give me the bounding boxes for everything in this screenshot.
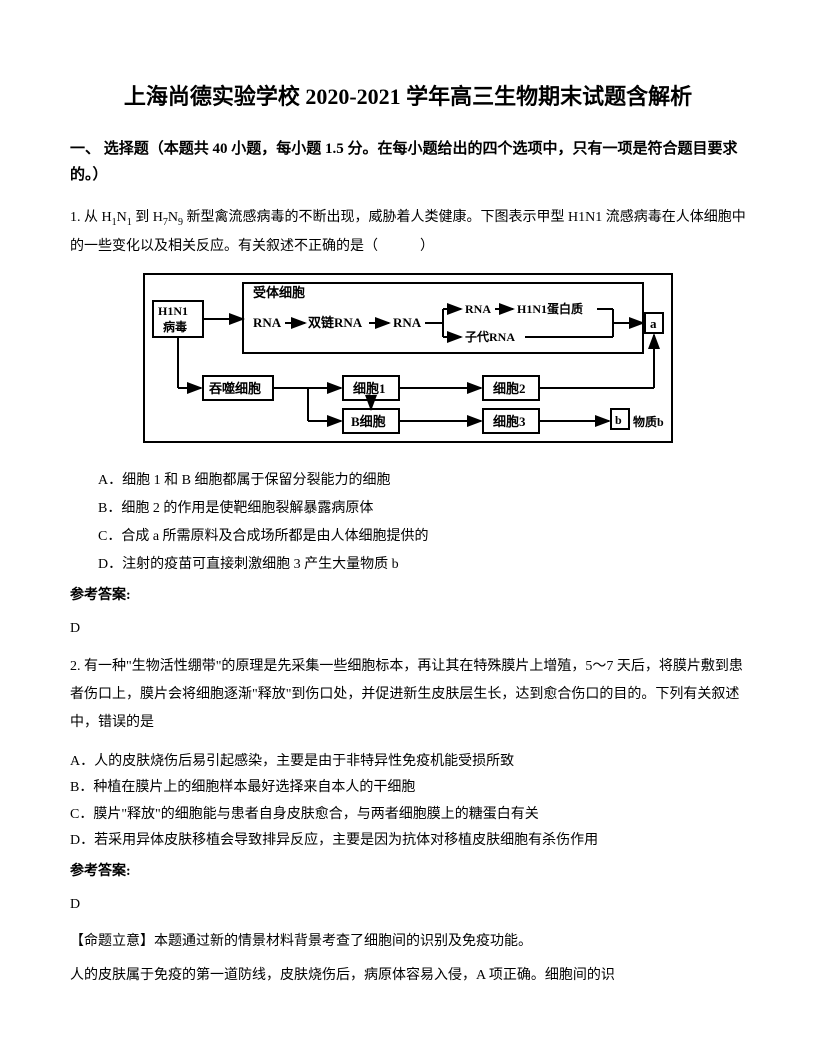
- q1-text-2: N: [117, 210, 127, 225]
- diagram-cell1: 细胞1: [353, 381, 386, 396]
- diagram-cell3: 细胞3: [493, 414, 526, 429]
- q2-analysis-1: 【命题立意】本题通过新的情景材料背景考查了细胞间的识别及免疫功能。: [70, 928, 746, 956]
- page-title: 上海尚德实验学校 2020-2021 学年高三生物期末试题含解析: [70, 80, 746, 113]
- q1-text-3: 到 H: [132, 210, 163, 225]
- diagram-rna1: RNA: [253, 315, 282, 330]
- diagram-substance-b: 物质b: [633, 414, 664, 429]
- diagram-progeny: 子代RNA: [465, 329, 515, 344]
- q2-stem: 2. 有一种"生物活性绷带"的原理是先采集一些细胞标本，再让其在特殊膜片上增殖，…: [70, 653, 746, 737]
- q2-answer-label: 参考答案:: [70, 859, 746, 886]
- q1-stem: 1. 从 H1N1 到 H7N9 新型禽流感病毒的不断出现，威胁着人类健康。下图…: [70, 204, 746, 261]
- diagram-virus-label-2: 病毒: [163, 319, 187, 334]
- diagram-rna3: RNA: [465, 302, 491, 316]
- diagram-protein: H1N1蛋白质: [517, 301, 583, 316]
- diagram-receptor-label: 受体细胞: [253, 285, 305, 300]
- q2-option-c: C．膜片"释放"的细胞能与患者自身皮肤愈合，与两者细胞膜上的糖蛋白有关: [70, 802, 746, 829]
- diagram-rna2: RNA: [393, 315, 422, 330]
- q2-option-d: D．若采用异体皮肤移植会导致排异反应，主要是因为抗体对移植皮肤细胞有杀伤作用: [70, 828, 746, 855]
- q1-diagram: 受体细胞 H1N1 病毒 RNA 双链RNA RNA RNA H1N1蛋白质 子…: [143, 273, 673, 454]
- diagram-dsrna: 双链RNA: [308, 315, 363, 330]
- section-header: 一、 选择题（本题共 40 小题，每小题 1.5 分。在每小题给出的四个选项中，…: [70, 137, 746, 188]
- q1-text-1: 1. 从 H: [70, 210, 112, 225]
- q1-option-d: D．注射的疫苗可直接刺激细胞 3 产生大量物质 b: [70, 551, 746, 579]
- q1-answer: D: [70, 616, 746, 643]
- q1-text-4: N: [168, 210, 178, 225]
- diagram-b-box: b: [615, 413, 622, 427]
- q2-answer: D: [70, 892, 746, 919]
- q1-option-b: B．细胞 2 的作用是使靶细胞裂解暴露病原体: [70, 495, 746, 523]
- q2-analysis-2: 人的皮肤属于免疫的第一道防线，皮肤烧伤后，病原体容易入侵，A 项正确。细胞间的识: [70, 962, 746, 990]
- diagram-a: a: [650, 316, 657, 331]
- diagram-phagocyte: 吞噬细胞: [209, 381, 261, 396]
- diagram-virus-label-1: H1N1: [158, 304, 188, 318]
- diagram-cell2: 细胞2: [493, 381, 526, 396]
- q1-option-c: C．合成 a 所需原料及合成场所都是由人体细胞提供的: [70, 523, 746, 551]
- q1-answer-label: 参考答案:: [70, 583, 746, 610]
- q1-option-a: A．细胞 1 和 B 细胞都属于保留分裂能力的细胞: [70, 467, 746, 495]
- q2-option-b: B．种植在膜片上的细胞样本最好选择来自本人的干细胞: [70, 775, 746, 802]
- q2-option-a: A．人的皮肤烧伤后易引起感染，主要是由于非特异性免疫机能受损所致: [70, 749, 746, 776]
- diagram-bcell: B细胞: [351, 414, 386, 429]
